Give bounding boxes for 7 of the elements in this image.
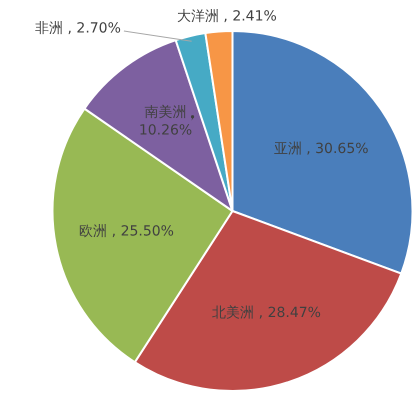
slice-label: 欧洲 , 25.50% — [79, 224, 174, 240]
slice-label: 大洋洲 , 2.41% — [176, 8, 277, 25]
slice-label: 亚洲 , 30.65% — [274, 140, 369, 157]
slice-label: 北美洲 , 28.47% — [212, 305, 321, 322]
data-label: 10.26% — [138, 122, 192, 138]
slice-label: 南美洲 — [144, 104, 187, 120]
slice-label: 非洲 , 2.70% — [35, 20, 121, 37]
